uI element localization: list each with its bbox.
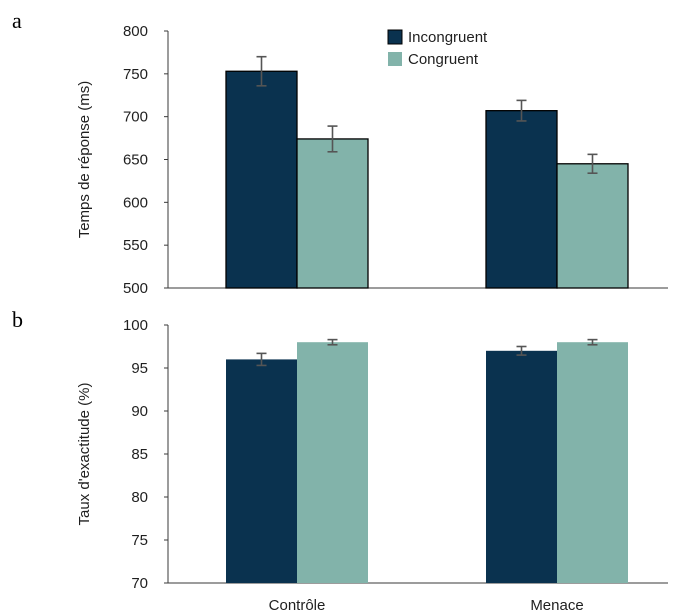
panel-a-response-time-chart: a 500 550 600 650 700 750 800 Temps de réponse (… xyxy=(12,8,668,297)
y-tick-label: 550 xyxy=(123,237,148,254)
panel-letter: a xyxy=(12,8,22,33)
panel-letter: b xyxy=(12,307,23,332)
y-tick-label: 650 xyxy=(123,152,148,169)
y-tick-label: 80 xyxy=(131,489,148,506)
legend-label: Incongruent xyxy=(408,29,488,46)
x-category-label: Menace xyxy=(530,597,583,614)
y-tick-label: 500 xyxy=(123,280,148,297)
y-tick-label: 85 xyxy=(131,446,148,463)
panel-b-accuracy-chart: b 70 75 80 85 90 95 100 Taux d'exactitude (%) Con… xyxy=(12,307,668,614)
y-tick-label: 600 xyxy=(123,194,148,211)
legend-swatch xyxy=(388,30,402,44)
y-tick-label: 90 xyxy=(131,403,148,420)
y-tick-label: 95 xyxy=(131,360,148,377)
legend-label: Congruent xyxy=(408,51,479,68)
bar-incongruent-controle xyxy=(226,71,297,288)
bar-congruent-controle xyxy=(297,342,368,583)
legend-swatch xyxy=(388,52,402,66)
bar-congruent-menace xyxy=(557,164,628,288)
bar-congruent-controle xyxy=(297,139,368,288)
bar-incongruent-menace xyxy=(486,351,557,583)
y-tick-label: 70 xyxy=(131,575,148,592)
y-tick-label: 100 xyxy=(123,317,148,334)
y-tick-label: 750 xyxy=(123,66,148,83)
y-tick-label: 700 xyxy=(123,109,148,126)
y-axis-title: Temps de réponse (ms) xyxy=(76,81,93,239)
y-axis-title: Taux d'exactitude (%) xyxy=(76,383,93,526)
bar-incongruent-controle xyxy=(226,359,297,583)
x-category-label: Contrôle xyxy=(269,597,326,614)
y-tick-label: 75 xyxy=(131,532,148,549)
bar-congruent-menace xyxy=(557,342,628,583)
y-tick-label: 800 xyxy=(123,23,148,40)
bar-incongruent-menace xyxy=(486,111,557,288)
legend: Incongruent Congruent xyxy=(388,29,488,68)
